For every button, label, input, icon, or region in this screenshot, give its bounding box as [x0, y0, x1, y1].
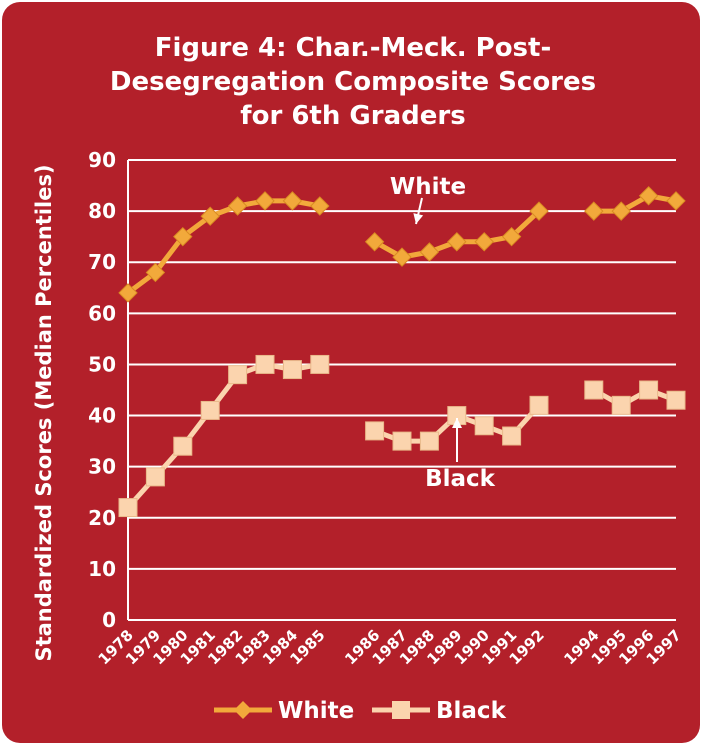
y-tick-label: 60: [88, 301, 116, 325]
chart-title: Figure 4: Char.-Meck. Post- Desegregatio…: [110, 33, 596, 131]
y-tick-label: 90: [88, 148, 116, 172]
legend-label: Black: [436, 698, 507, 724]
legend-item-black: Black: [372, 698, 507, 724]
data-point-black: [666, 390, 686, 410]
data-point-black: [255, 354, 275, 374]
y-tick-label: 20: [88, 506, 116, 530]
data-point-black: [419, 431, 439, 451]
series-white: [118, 186, 686, 303]
data-point-black: [529, 395, 549, 415]
legend: White Black: [214, 698, 507, 724]
y-tick-label: 70: [88, 250, 116, 274]
data-point-white: [611, 201, 631, 221]
data-point-white: [118, 283, 138, 303]
chart-title-line-2: Desegregation Composite Scores: [110, 67, 596, 97]
annotations: White Black: [390, 174, 496, 492]
series-layer: [118, 186, 686, 518]
data-point-white: [282, 191, 303, 211]
data-point-white: [200, 206, 220, 226]
annotation-label: Black: [425, 466, 496, 492]
data-point-black: [310, 354, 330, 374]
data-point-white: [666, 191, 686, 211]
data-point-black: [365, 421, 385, 441]
data-point-white: [447, 232, 467, 252]
legend-label: White: [278, 698, 354, 724]
annotation-arrow-head: [452, 418, 462, 428]
y-tick-label: 40: [88, 404, 116, 428]
data-point-black: [118, 498, 138, 518]
data-point-white: [310, 196, 330, 216]
annotation-label: White: [390, 174, 466, 200]
annotation-white: White: [390, 174, 466, 225]
data-point-white: [145, 262, 166, 283]
y-tick-label: 10: [88, 557, 116, 581]
data-point-black: [228, 365, 248, 385]
data-point-black: [502, 426, 522, 446]
data-point-white: [173, 226, 193, 247]
data-point-white: [419, 242, 440, 262]
y-axis-label: Standardized Scores (Median Percentiles): [32, 164, 56, 661]
data-point-white: [529, 201, 549, 221]
data-point-white: [255, 191, 275, 211]
data-point-black: [392, 431, 412, 451]
data-point-black: [145, 467, 165, 487]
data-point-black: [282, 360, 302, 380]
legend-marker-square: [392, 701, 410, 719]
data-point-black: [584, 380, 604, 400]
axes: [127, 160, 676, 621]
data-point-white: [501, 226, 522, 247]
data-point-white: [392, 247, 412, 267]
data-point-white: [584, 201, 604, 221]
data-point-black: [474, 416, 494, 436]
y-tick-label: 0: [102, 608, 116, 632]
chart-title-line-3: for 6th Graders: [240, 101, 465, 131]
series-black: [118, 354, 686, 518]
chart-title-line-1: Figure 4: Char.-Meck. Post-: [155, 33, 552, 63]
y-tick-labels: 0 10 20 30 40 50 60 70 80 90: [88, 148, 116, 632]
data-point-black: [200, 400, 220, 420]
series-line-white: [593, 193, 677, 214]
annotation-black: Black: [425, 418, 496, 492]
y-tick-label: 30: [88, 455, 116, 479]
data-point-black: [173, 436, 193, 456]
data-point-black: [611, 395, 631, 415]
legend-marker-diamond: [234, 701, 252, 719]
data-point-white: [364, 232, 385, 252]
data-point-white: [638, 186, 659, 206]
series-line-black: [592, 387, 677, 408]
annotation-arrow-head: [413, 213, 424, 224]
data-point-black: [639, 380, 659, 400]
data-point-white: [227, 196, 248, 216]
legend-item-white: White: [214, 698, 354, 724]
data-point-white: [474, 232, 494, 252]
y-tick-label: 80: [88, 199, 116, 223]
y-tick-label: 50: [88, 352, 116, 376]
